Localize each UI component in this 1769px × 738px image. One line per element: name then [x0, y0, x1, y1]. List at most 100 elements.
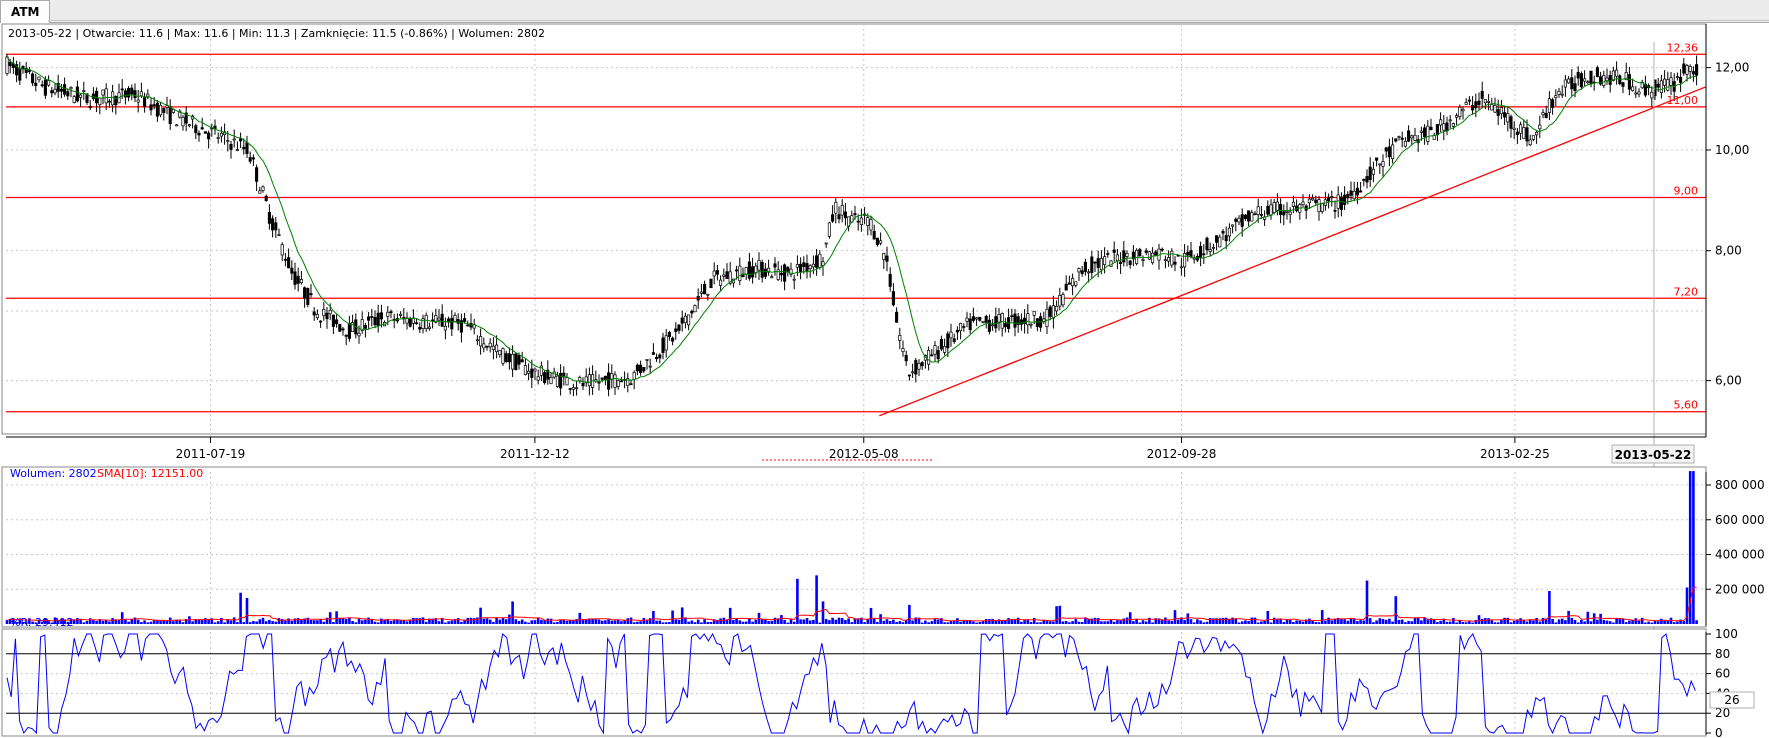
volume-bar	[348, 617, 351, 624]
volume-bar	[156, 619, 159, 624]
candle-body	[1125, 253, 1129, 257]
volume-bar	[1349, 618, 1353, 624]
candle-body	[859, 217, 863, 225]
volume-bar	[1666, 620, 1670, 624]
candle-body	[287, 257, 291, 269]
candle-body	[1682, 63, 1686, 74]
volume-bar	[5, 620, 9, 624]
volume-bar	[1685, 587, 1689, 624]
volume-bar	[802, 619, 806, 624]
volume-bar	[1688, 471, 1692, 624]
candle-body	[1000, 313, 1004, 329]
volume-bar	[914, 617, 918, 624]
volume-bar	[1634, 618, 1638, 624]
volume-bar	[1647, 621, 1650, 624]
candle-body	[415, 322, 419, 325]
volume-bar	[1682, 621, 1686, 624]
volume-bar	[927, 622, 930, 624]
candle-body	[1519, 124, 1523, 134]
volume-bar	[98, 619, 102, 624]
volume-bar	[245, 597, 249, 624]
candle-body	[1586, 81, 1590, 84]
candle-body	[1410, 135, 1414, 139]
candle-body	[1141, 259, 1145, 261]
candle-body	[1512, 127, 1516, 130]
candle-body	[1490, 104, 1494, 111]
volume-bar	[1269, 622, 1273, 624]
candle-body	[280, 244, 284, 256]
candle-body	[1618, 75, 1622, 85]
candle-body	[59, 88, 63, 92]
volume-bar	[930, 621, 934, 624]
trend-line[interactable]	[879, 86, 1707, 417]
candle-body	[971, 316, 975, 321]
candle-body	[626, 378, 630, 387]
volume-bar	[965, 620, 969, 624]
candle-body	[1563, 79, 1567, 88]
candle-body	[338, 324, 342, 332]
volume-bar	[1221, 617, 1225, 624]
volume-bar	[607, 619, 610, 624]
candle-body	[1560, 93, 1564, 96]
candle-body	[1019, 319, 1023, 325]
volume-bar	[1484, 618, 1487, 624]
volume-bar	[181, 622, 185, 624]
volume-bar	[591, 618, 594, 624]
candle-body	[562, 372, 566, 378]
candle-body	[1503, 112, 1507, 118]
volume-bar	[1282, 621, 1286, 624]
candle-body	[242, 146, 246, 150]
candle-body	[773, 263, 777, 268]
candle-body	[370, 316, 374, 318]
volume-bar	[1016, 617, 1020, 624]
candle-body	[1663, 78, 1667, 86]
volume-bar	[261, 617, 265, 624]
volume-bar	[437, 621, 441, 624]
candle-body	[1147, 251, 1151, 260]
volume-bar	[15, 621, 18, 624]
candle-body	[1528, 139, 1532, 146]
candle-body	[1445, 122, 1449, 132]
tab-atm[interactable]: ATM	[0, 0, 51, 23]
candle-body	[162, 108, 166, 113]
volume-bar	[1336, 617, 1340, 624]
volume-bar	[1605, 620, 1609, 624]
volume-bar	[1452, 618, 1455, 624]
candle-body	[600, 377, 604, 380]
candle-body	[1467, 99, 1471, 102]
volume-bar	[18, 618, 22, 624]
candle-body	[687, 314, 691, 326]
candle-body	[427, 326, 431, 329]
candle-body	[536, 376, 540, 381]
cursor-date-label: 2013-05-22	[1615, 448, 1692, 462]
volume-bar	[584, 619, 588, 624]
volume-bar	[1215, 618, 1218, 624]
volume-bar	[1423, 618, 1426, 624]
candle-body	[1464, 102, 1468, 105]
candle-body	[450, 317, 454, 330]
candle-body	[667, 331, 671, 338]
candle-body	[459, 320, 463, 333]
candle-body	[1691, 71, 1695, 75]
candle-body	[440, 313, 444, 327]
candle-body	[1413, 134, 1417, 141]
volume-bar	[1615, 618, 1618, 624]
candle-body	[1163, 259, 1167, 262]
volume-bar	[1208, 618, 1212, 624]
candle-body	[299, 279, 303, 284]
candle-body	[75, 86, 79, 102]
volume-bar	[1468, 621, 1471, 624]
candle-body	[303, 287, 307, 299]
volume-bar	[1624, 622, 1628, 624]
volume-bar	[1176, 619, 1180, 624]
volume-bar	[716, 619, 719, 624]
candle-body	[159, 105, 163, 116]
volume-bar	[975, 622, 978, 624]
volume-bar	[1093, 617, 1097, 624]
candle-body	[1128, 260, 1132, 265]
volume-bar	[511, 601, 514, 624]
candle-body	[315, 314, 319, 319]
volume-bar	[1144, 621, 1148, 624]
volume-bar	[1333, 619, 1337, 624]
